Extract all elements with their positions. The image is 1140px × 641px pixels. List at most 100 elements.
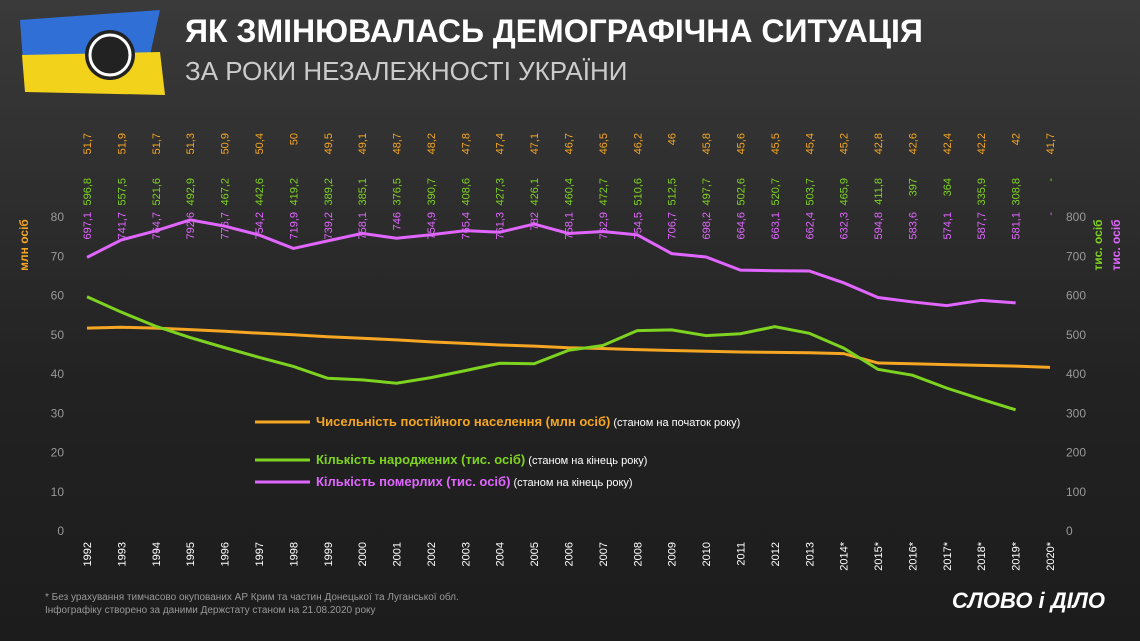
data-label: 42,4 xyxy=(942,133,954,154)
data-label: 754,9 xyxy=(426,212,438,240)
family-icon-ring xyxy=(88,33,132,77)
data-label: 596,8 xyxy=(82,178,94,206)
x-tick-label: 2014* xyxy=(839,541,851,570)
data-label: 46,5 xyxy=(598,133,610,154)
subtitle: ЗА РОКИ НЕЗАЛЕЖНОСТІ УКРАЇНИ xyxy=(185,56,627,86)
data-label: 42,2 xyxy=(976,133,988,154)
data-label: 49,5 xyxy=(323,133,335,154)
y-tick-label: 70 xyxy=(51,249,65,263)
data-label: 46,2 xyxy=(632,133,644,154)
data-label: 48,7 xyxy=(392,133,404,154)
data-label: 764,7 xyxy=(151,212,163,240)
x-tick-label: 2007 xyxy=(598,542,610,566)
x-tick-label: 1995 xyxy=(185,542,197,566)
data-label: 390,7 xyxy=(426,178,438,206)
data-label: 48,2 xyxy=(426,133,438,154)
data-label: 335,9 xyxy=(976,178,988,206)
x-tick-label: 2016* xyxy=(907,541,919,570)
y2-tick-label: 100 xyxy=(1066,485,1086,499)
x-tick-label: 2015* xyxy=(873,541,885,570)
footnote: * Без урахування тимчасово окупованих АР… xyxy=(45,591,459,603)
data-label: 46 xyxy=(667,133,679,145)
y-tick-label: 50 xyxy=(51,328,65,342)
legend-entry: Кількість померлих (тис. осіб) (станом н… xyxy=(316,474,633,489)
x-tick-label: 1999 xyxy=(323,542,335,566)
y2-tick-label: 0 xyxy=(1066,524,1073,538)
data-label: 51,9 xyxy=(116,133,128,154)
x-tick-label: 1997 xyxy=(254,542,266,566)
y2-axis-label: тис. осіб xyxy=(1091,219,1105,270)
data-label: 776,7 xyxy=(220,212,232,240)
legend-name: Кількість народжених (тис. осіб) xyxy=(316,452,525,467)
data-label: 460,4 xyxy=(564,178,576,206)
data-label: 376,5 xyxy=(392,178,404,206)
data-label: 51,7 xyxy=(82,133,94,154)
data-label: 503,7 xyxy=(804,178,816,206)
data-label: 50,9 xyxy=(220,133,232,154)
data-label: 664,6 xyxy=(735,212,747,240)
title: ЯК ЗМІНЮВАЛАСЬ ДЕМОГРАФІЧНА СИТУАЦІЯ xyxy=(185,13,923,49)
data-label: 45,8 xyxy=(701,133,713,154)
y2-tick-label: 500 xyxy=(1066,328,1086,342)
data-label: 762,9 xyxy=(598,212,610,240)
data-label: 49,1 xyxy=(357,133,369,154)
x-tick-label: 2013 xyxy=(804,542,816,566)
data-label: 754,5 xyxy=(632,212,644,240)
data-label: 765,4 xyxy=(460,212,472,240)
data-label: 739,2 xyxy=(323,212,335,240)
y-tick-label: 40 xyxy=(51,367,65,381)
data-label: 465,9 xyxy=(839,178,851,206)
data-label: 50,4 xyxy=(254,133,266,154)
x-tick-label: 1996 xyxy=(220,542,232,566)
line xyxy=(86,218,1016,308)
data-label: 761,3 xyxy=(495,212,507,240)
data-label: 47,1 xyxy=(529,133,541,154)
legend-name: Чисельність постійного населення (млн ос… xyxy=(316,414,610,429)
y2-tick-label: 300 xyxy=(1066,406,1086,420)
data-label: 45,4 xyxy=(804,133,816,154)
x-tick-label: 2004 xyxy=(495,542,507,566)
x-tick-label: 2017* xyxy=(942,541,954,570)
data-label: 45,6 xyxy=(735,133,747,154)
y2-tick-label: 800 xyxy=(1066,210,1086,224)
data-label: 411,8 xyxy=(873,178,885,205)
data-label: 419,2 xyxy=(288,178,300,206)
y2-tick-label: 200 xyxy=(1066,446,1086,460)
y-tick-label: 10 xyxy=(51,485,65,499)
data-label: 706,7 xyxy=(667,212,679,240)
data-label: 45,2 xyxy=(839,133,851,154)
y-tick-label: 80 xyxy=(51,210,65,224)
x-tick-label: 2010 xyxy=(701,542,713,566)
data-label: 758,1 xyxy=(357,212,369,240)
data-label: 47,4 xyxy=(495,133,507,154)
data-label: 408,6 xyxy=(460,178,472,206)
x-tick-label: 2001 xyxy=(392,542,404,566)
x-tick-label: 2011 xyxy=(735,542,747,566)
data-label: 521,6 xyxy=(151,178,163,206)
x-tick-label: 1993 xyxy=(116,542,128,566)
x-tick-label: 2003 xyxy=(460,542,472,566)
data-label: 397 xyxy=(907,178,919,196)
data-label: 758,1 xyxy=(564,212,576,240)
data-label: 472,7 xyxy=(598,178,610,206)
data-label: 51,7 xyxy=(151,133,163,154)
data-label: 385,1 xyxy=(357,178,369,206)
data-label: 51,3 xyxy=(185,133,197,154)
data-label: 581,1 xyxy=(1011,212,1023,240)
y2-tick-label: 400 xyxy=(1066,367,1086,381)
y2-tick-label: 700 xyxy=(1066,249,1086,263)
data-label: 587,7 xyxy=(976,212,988,240)
x-tick-label: 2009 xyxy=(667,542,679,566)
data-label: 754,2 xyxy=(254,212,266,240)
x-tick-label: 1994 xyxy=(151,542,163,566)
data-label: 746 xyxy=(392,212,404,230)
data-label: 520,7 xyxy=(770,178,782,206)
data-label: 497,7 xyxy=(701,178,713,206)
x-tick-label: 1992 xyxy=(82,542,94,566)
data-label: 510,6 xyxy=(632,178,644,206)
data-label: 47,8 xyxy=(460,133,472,154)
x-tick-label: 2020* xyxy=(1045,541,1057,570)
y2-tick-label: 600 xyxy=(1066,289,1086,303)
legend-entry: Чисельність постійного населення (млн ос… xyxy=(316,414,740,429)
